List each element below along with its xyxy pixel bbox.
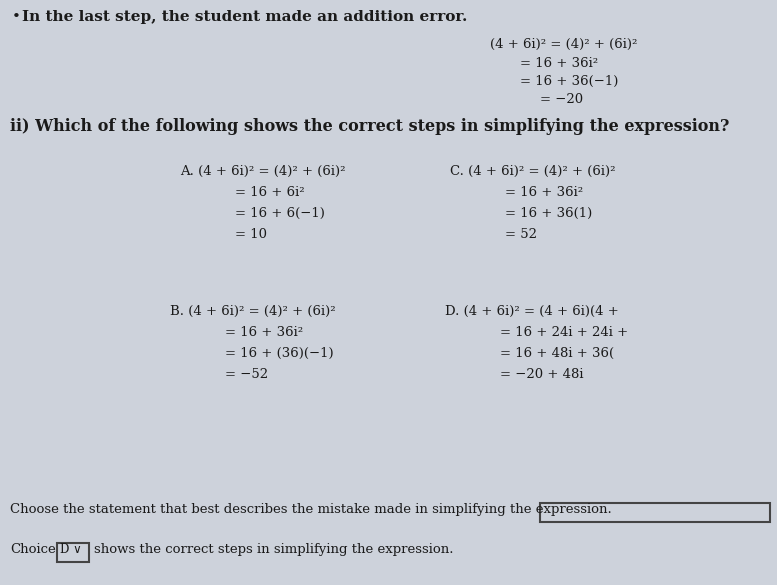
Text: = 16 + 48i + 36(: = 16 + 48i + 36( [500,347,614,360]
Text: ii) Which of the following shows the correct steps in simplifying the expression: ii) Which of the following shows the cor… [10,118,730,135]
Text: = 16 + 36(−1): = 16 + 36(−1) [520,75,618,88]
Text: In the last step, the student made an addition error.: In the last step, the student made an ad… [22,10,468,24]
Text: Choice: Choice [10,543,56,556]
Text: = −52: = −52 [225,368,268,381]
Bar [540,503,770,522]
Text: = 16 + 36i²: = 16 + 36i² [225,326,303,339]
Text: D ∨: D ∨ [60,543,82,556]
Text: = 16 + (36)(−1): = 16 + (36)(−1) [225,347,333,360]
Text: (4 + 6i)² = (4)² + (6i)²: (4 + 6i)² = (4)² + (6i)² [490,38,637,51]
Text: Choose the statement that best describes the mistake made in simplifying the exp: Choose the statement that best describes… [10,503,611,516]
Text: shows the correct steps in simplifying the expression.: shows the correct steps in simplifying t… [94,543,454,556]
Text: = 16 + 36i²: = 16 + 36i² [520,57,598,70]
Text: = −20: = −20 [540,93,583,106]
Text: D. (4 + 6i)² = (4 + 6i)(4 +: D. (4 + 6i)² = (4 + 6i)(4 + [445,305,618,318]
Text: C. (4 + 6i)² = (4)² + (6i)²: C. (4 + 6i)² = (4)² + (6i)² [450,165,615,178]
Text: = 16 + 24i + 24i +: = 16 + 24i + 24i + [500,326,628,339]
Text: •: • [12,10,21,24]
Text: = −20 + 48i: = −20 + 48i [500,368,584,381]
Text: = 16 + 36(1): = 16 + 36(1) [505,207,592,220]
Text: = 16 + 6(−1): = 16 + 6(−1) [235,207,325,220]
Text: = 52: = 52 [505,228,537,241]
Text: = 10: = 10 [235,228,267,241]
Text: = 16 + 6i²: = 16 + 6i² [235,186,305,199]
Text: A. (4 + 6i)² = (4)² + (6i)²: A. (4 + 6i)² = (4)² + (6i)² [180,165,346,178]
Text: = 16 + 36i²: = 16 + 36i² [505,186,583,199]
Text: B. (4 + 6i)² = (4)² + (6i)²: B. (4 + 6i)² = (4)² + (6i)² [170,305,336,318]
Bar [57,543,89,562]
